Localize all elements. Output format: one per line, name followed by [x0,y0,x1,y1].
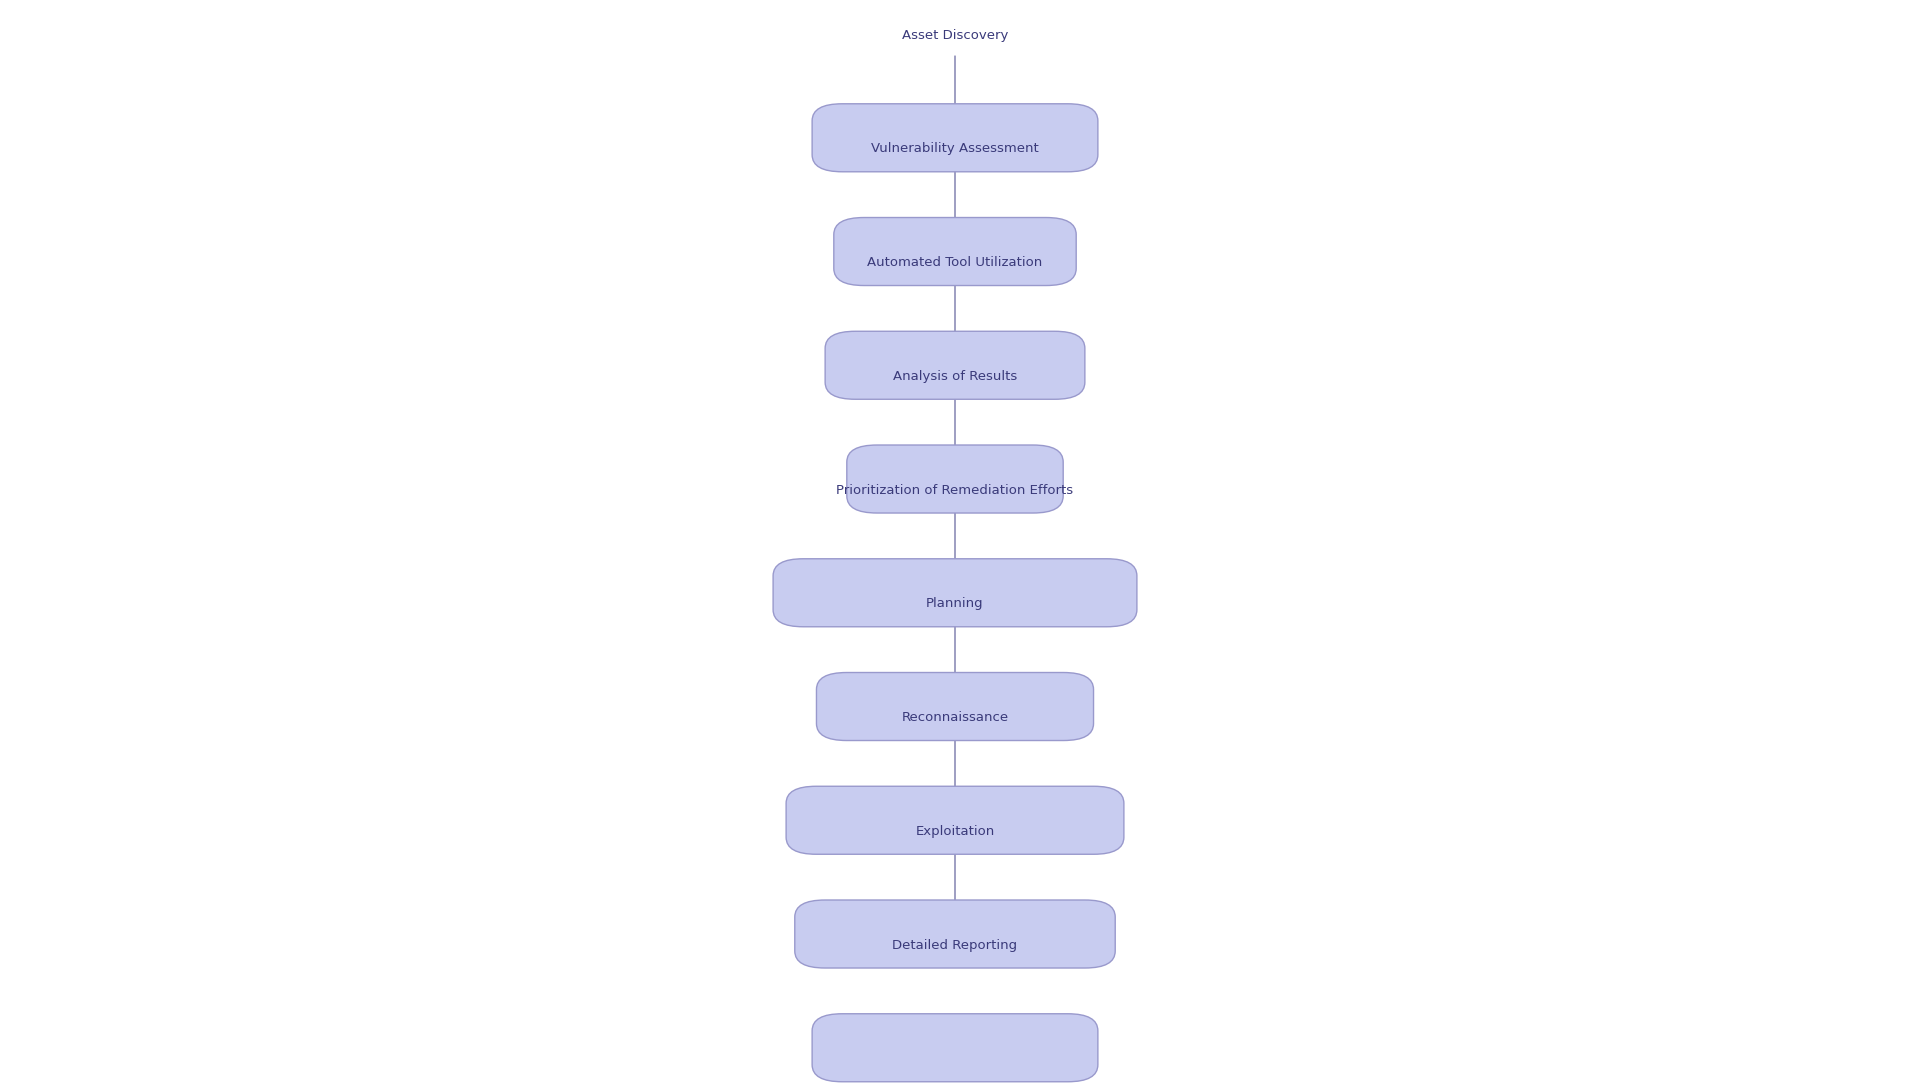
Text: Detailed Reporting: Detailed Reporting [893,939,1018,952]
FancyBboxPatch shape [847,445,1064,513]
FancyBboxPatch shape [812,104,1098,172]
FancyBboxPatch shape [826,331,1085,400]
FancyBboxPatch shape [785,786,1123,854]
FancyBboxPatch shape [774,559,1137,627]
FancyBboxPatch shape [816,673,1094,741]
Text: Automated Tool Utilization: Automated Tool Utilization [868,257,1043,270]
Text: Exploitation: Exploitation [916,825,995,838]
Text: Planning: Planning [925,598,983,611]
FancyBboxPatch shape [812,1014,1098,1082]
Text: Reconnaissance: Reconnaissance [900,712,1008,725]
Text: Asset Discovery: Asset Discovery [902,29,1008,42]
FancyBboxPatch shape [833,218,1077,286]
FancyBboxPatch shape [795,900,1116,968]
Text: Analysis of Results: Analysis of Results [893,370,1018,383]
Text: Prioritization of Remediation Efforts: Prioritization of Remediation Efforts [837,484,1073,497]
Text: Vulnerability Assessment: Vulnerability Assessment [872,143,1039,156]
